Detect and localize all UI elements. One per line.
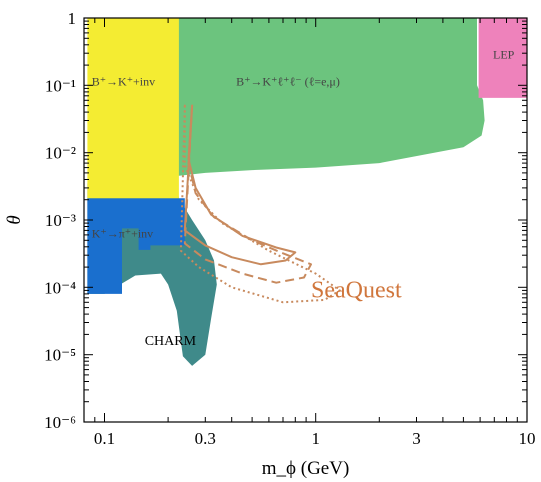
- seaquest-curves: [179, 104, 341, 304]
- y-tick-label: 1: [68, 9, 77, 28]
- y-tick-label: 10⁻³: [45, 211, 76, 230]
- region-label-charm: CHARM: [145, 334, 197, 349]
- axis-ticks: [83, 17, 528, 423]
- y-tick-label: 10⁻¹: [45, 76, 76, 95]
- region-label-b-to-k-inv: B⁺→K⁺+inv: [92, 74, 155, 88]
- x-tick-label: 0.1: [94, 429, 115, 448]
- tick-labels: 0.1 0.3 1 3 10 1 10⁻¹ 10⁻² 10⁻³ 10⁻⁴ 10⁻⁵ 10⁻⁶: [44, 9, 535, 448]
- exclusion-regions: [87, 18, 527, 366]
- curve-seaquest-solid: [183, 104, 297, 266]
- region-b-to-k-inv: [87, 18, 179, 199]
- y-axis-label: θ: [4, 215, 25, 224]
- y-tick-label: 10⁻²: [45, 144, 76, 163]
- y-tick-label: 10⁻⁶: [44, 413, 76, 432]
- curve-seaquest-dashed: [183, 104, 312, 284]
- annotation-seaquest: SeaQuest: [311, 277, 402, 303]
- y-tick-label: 10⁻⁵: [44, 346, 76, 365]
- x-axis-label: m_ϕ (GeV): [262, 458, 350, 479]
- region-label-k-to-pi-inv: K⁺→π⁺+inv: [92, 227, 154, 241]
- region-lep: [478, 18, 527, 98]
- region-label-b-to-k-ll: B⁺→K⁺ℓ⁺ℓ⁻ (ℓ=e,μ): [236, 74, 340, 88]
- x-tick-label: 10: [519, 429, 536, 448]
- region-b-to-k-ll: [176, 18, 485, 176]
- region-label-lep: LEP: [493, 48, 515, 62]
- region-k-to-pi-inv: [87, 198, 185, 294]
- y-tick-label: 10⁻⁴: [44, 278, 76, 297]
- curve-seaquest-dotted: [179, 104, 341, 304]
- region-labels: CHARM K⁺→π⁺+inv B⁺→K⁺ℓ⁺ℓ⁻ (ℓ=e,μ) B⁺→K⁺+inv…: [92, 48, 515, 349]
- x-tick-label: 1: [311, 429, 320, 448]
- x-tick-label: 0.3: [195, 429, 216, 448]
- x-tick-label: 3: [412, 429, 421, 448]
